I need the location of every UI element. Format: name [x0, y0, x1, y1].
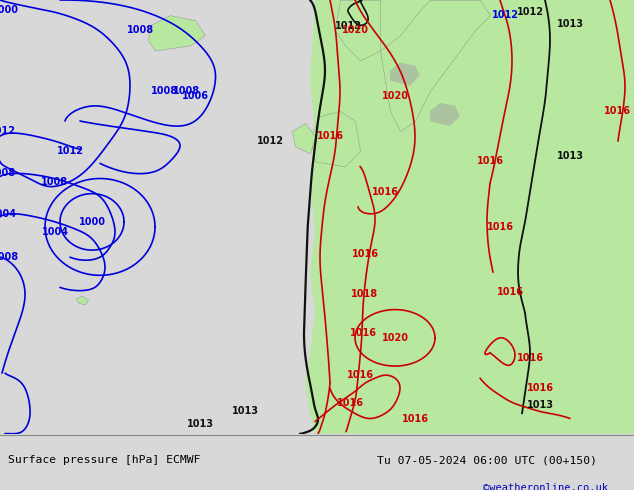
- Text: 1000: 1000: [0, 5, 18, 15]
- Text: 1016: 1016: [372, 187, 399, 196]
- Text: 1020: 1020: [382, 333, 408, 343]
- Text: 1020: 1020: [342, 25, 368, 35]
- Text: 1013: 1013: [335, 21, 361, 31]
- Text: 1013: 1013: [186, 418, 214, 429]
- Text: 1004: 1004: [0, 209, 16, 219]
- Text: 1016: 1016: [604, 106, 630, 116]
- Text: 1016: 1016: [349, 328, 377, 338]
- Text: 1006: 1006: [181, 91, 209, 101]
- Text: 1012: 1012: [56, 147, 84, 156]
- Text: 1016: 1016: [316, 131, 344, 141]
- Text: 1016: 1016: [496, 288, 524, 297]
- Text: 1008: 1008: [152, 86, 179, 96]
- Text: 1016: 1016: [486, 222, 514, 232]
- Text: 1012: 1012: [257, 136, 283, 146]
- Text: 1016: 1016: [351, 249, 378, 259]
- Text: 1012: 1012: [0, 126, 15, 136]
- Text: Surface pressure [hPa] ECMWF: Surface pressure [hPa] ECMWF: [8, 455, 200, 465]
- Text: Tu 07-05-2024 06:00 UTC (00+150): Tu 07-05-2024 06:00 UTC (00+150): [377, 455, 597, 465]
- Text: 1000: 1000: [79, 217, 105, 227]
- Text: 1013: 1013: [557, 19, 583, 29]
- Text: 1013: 1013: [526, 400, 553, 411]
- Text: 1016: 1016: [347, 370, 373, 380]
- Text: 1016: 1016: [337, 398, 363, 408]
- Text: 1008: 1008: [41, 176, 68, 187]
- Text: 1016: 1016: [401, 414, 429, 423]
- Text: 1016: 1016: [477, 156, 503, 167]
- Text: 1013: 1013: [231, 407, 259, 416]
- Text: 1012: 1012: [491, 10, 519, 20]
- Text: -1008: -1008: [0, 252, 18, 262]
- Text: 1020: 1020: [382, 91, 408, 101]
- Text: 1008: 1008: [174, 86, 200, 96]
- Text: 1016: 1016: [517, 353, 543, 363]
- Text: 1013: 1013: [557, 151, 583, 161]
- Text: 1004: 1004: [41, 227, 68, 237]
- Text: 1018: 1018: [351, 290, 378, 299]
- Text: 1008: 1008: [126, 25, 153, 35]
- Text: 1008: 1008: [0, 169, 16, 178]
- Text: 1012: 1012: [517, 7, 543, 17]
- Text: ©weatheronline.co.uk: ©weatheronline.co.uk: [483, 483, 608, 490]
- Text: 1016: 1016: [526, 383, 553, 393]
